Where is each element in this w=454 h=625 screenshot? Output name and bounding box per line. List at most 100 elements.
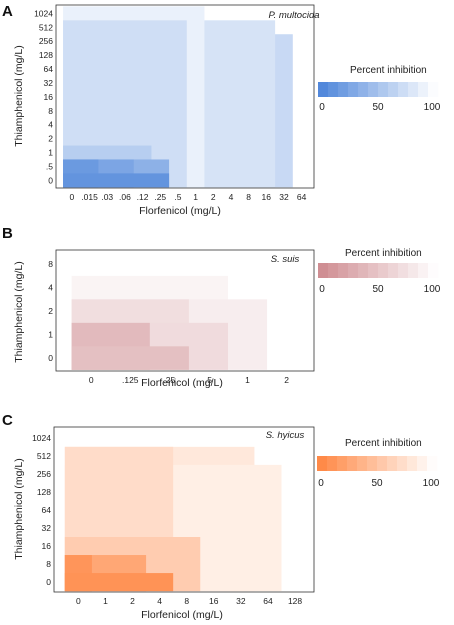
y-tick-label: 64 — [42, 505, 52, 515]
y-tick-label: 512 — [37, 451, 51, 461]
plot-frame — [55, 249, 315, 372]
y-tick-label: 4 — [48, 283, 53, 293]
x-tick-label: 1 — [103, 596, 108, 606]
heatmap-region — [64, 573, 174, 592]
y-tick-label: 8 — [46, 559, 51, 569]
legend-swatch — [317, 456, 328, 471]
y-tick-label: 2 — [48, 306, 53, 316]
x-tick-label: .015 — [81, 192, 98, 202]
legend-tick-label: 50 — [372, 284, 384, 295]
x-tick-label: 2 — [284, 375, 289, 385]
x-tick-label: 64 — [297, 192, 307, 202]
x-axis-label: Florfenicol (mg/L) — [141, 609, 223, 621]
x-tick-label: 16 — [262, 192, 272, 202]
x-tick-label: 2 — [130, 596, 135, 606]
heatmap-cells — [71, 275, 268, 370]
legend-tick-label: 100 — [424, 102, 441, 113]
legend-swatch — [398, 82, 409, 97]
x-tick-label: 4 — [157, 596, 162, 606]
x-tick-label: 128 — [288, 596, 302, 606]
legend-swatch — [407, 456, 418, 471]
panel-letter: A — [2, 3, 13, 20]
x-tick-label: .5 — [174, 192, 181, 202]
species-label: P. multocida — [268, 10, 319, 21]
panel-letter: C — [2, 412, 13, 429]
legend: Percent inhibition 0 50 100 — [318, 248, 441, 295]
legend-swatch — [348, 263, 359, 278]
x-tick-label: 0 — [89, 375, 94, 385]
x-tick-label: .03 — [101, 192, 113, 202]
legend-swatch — [377, 456, 388, 471]
x-tick-label: 4 — [229, 192, 234, 202]
y-tick-label: 8 — [48, 259, 53, 269]
legend-tick-label: 100 — [423, 478, 440, 489]
legend-tick-label: 0 — [319, 102, 325, 113]
x-tick-label: 16 — [209, 596, 219, 606]
legend-tick-label: 0 — [319, 284, 325, 295]
x-tick-label: 8 — [246, 192, 251, 202]
y-tick-label: 16 — [44, 92, 54, 102]
legend-swatch — [427, 456, 438, 471]
plot-frame — [53, 426, 315, 593]
heatmap-region — [63, 173, 170, 188]
legend-title: Percent inhibition — [350, 65, 427, 76]
legend-swatch — [397, 456, 408, 471]
legend-swatch — [388, 263, 399, 278]
y-tick-label: .5 — [46, 161, 53, 171]
legend-swatch — [328, 82, 339, 97]
legend-swatch — [428, 82, 439, 97]
y-tick-label: 0 — [48, 353, 53, 363]
legend-tick-label: 100 — [424, 284, 441, 295]
legend-swatch — [388, 82, 399, 97]
legend-swatch — [418, 263, 429, 278]
x-axis-label: Florfenicol (mg/L) — [139, 205, 221, 217]
y-tick-label: 64 — [44, 64, 54, 74]
legend-tick-label: 0 — [318, 478, 324, 489]
y-tick-label: 4 — [48, 120, 53, 130]
y-tick-label: 1024 — [34, 8, 53, 18]
plot-frame — [55, 4, 315, 189]
y-tick-label: 512 — [39, 22, 53, 32]
legend-swatch — [368, 82, 379, 97]
panel-a: A 0 .015.03 .06 .12 .25 .5 1 2 4 8 16 32 64 0 .5 1 2 4 8 16 3… — [2, 3, 441, 217]
x-tick-label: 0 — [76, 596, 81, 606]
x-tick-label: 2 — [211, 192, 216, 202]
y-tick-label: 2 — [48, 134, 53, 144]
x-tick-label: 32 — [236, 596, 246, 606]
y-axis-label: Thiamphenicol (mg/L) — [13, 261, 25, 363]
legend-swatch — [348, 82, 359, 97]
legend-swatch — [338, 82, 349, 97]
x-tick-label: 1 — [193, 192, 198, 202]
legend-swatch — [347, 456, 358, 471]
legend-tick-label: 50 — [372, 102, 384, 113]
legend-swatch — [368, 263, 379, 278]
y-tick-label: 32 — [42, 523, 52, 533]
x-tick-label: .25 — [154, 192, 166, 202]
x-tick-label: .5 — [205, 375, 212, 385]
x-tick-label: .06 — [119, 192, 131, 202]
legend-title: Percent inhibition — [345, 248, 422, 259]
x-axis-label: Florfenicol (mg/L) — [141, 377, 223, 389]
legend-swatch — [357, 456, 368, 471]
legend-swatch — [428, 263, 439, 278]
panel-b: B 0 .125 .25 .5 1 2 0 1 2 4 8 Florfenicol (mg/L) Thia… — [2, 225, 441, 389]
x-tick-label: 8 — [184, 596, 189, 606]
species-label: S. hyicus — [266, 430, 305, 441]
legend-swatch — [318, 263, 329, 278]
y-tick-label: 256 — [37, 469, 51, 479]
x-tick-label: 1 — [245, 375, 250, 385]
x-tick-label: .12 — [137, 192, 149, 202]
y-tick-label: 1 — [48, 330, 53, 340]
legend-swatch — [378, 263, 389, 278]
legend: Percent inhibition 0 50 100 — [318, 65, 441, 113]
legend-swatch — [367, 456, 378, 471]
legend-swatch — [408, 82, 419, 97]
legend-swatch — [358, 82, 369, 97]
legend-swatch — [328, 263, 339, 278]
legend-swatch — [378, 82, 389, 97]
x-tick-label: 0 — [70, 192, 75, 202]
species-label: S. suis — [271, 254, 300, 265]
y-tick-label: 32 — [44, 78, 54, 88]
x-tick-label: 64 — [263, 596, 273, 606]
legend-swatch — [398, 263, 409, 278]
